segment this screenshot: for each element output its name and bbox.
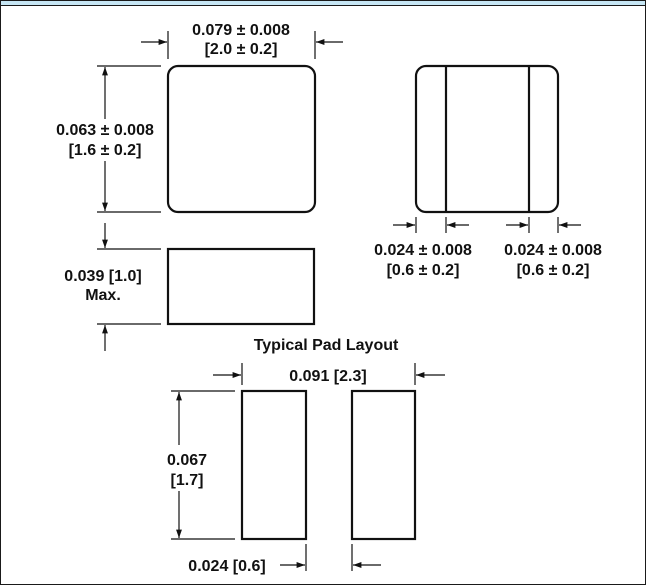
pad-height-label: 0.067: [167, 452, 207, 469]
left-termination-label-mm: [0.6 ± 0.2]: [387, 262, 460, 279]
thickness-qualifier: Max.: [85, 287, 121, 304]
pad-right: [350, 389, 417, 541]
header-band: [1, 1, 645, 6]
thickness-label: 0.039 [1.0]: [64, 268, 141, 285]
pad-height-label-mm: [1.7]: [171, 472, 204, 489]
top-view: 0.079 ± 0.008 [2.0 ± 0.2] 0.063 ± 0.008 …: [56, 22, 343, 214]
width-label: 0.079 ± 0.008: [192, 22, 290, 39]
left-termination-label: 0.024 ± 0.008: [374, 242, 472, 259]
overall-width-label: 0.091 [2.3]: [289, 368, 366, 385]
chip-top-outline: [166, 64, 317, 214]
chip-side-outline: [166, 247, 316, 326]
pad-layout: Typical Pad Layout 0.091 [2.3] 0.067 [1.…: [167, 337, 445, 575]
side-view: 0.039 [1.0] Max.: [64, 223, 316, 351]
pad-left: [240, 389, 308, 541]
height-label-mm: [1.6 ± 0.2]: [69, 142, 142, 159]
right-termination-label-mm: [0.6 ± 0.2]: [517, 262, 590, 279]
width-label-mm: [2.0 ± 0.2]: [205, 41, 278, 58]
chip-end-outline: [414, 64, 560, 214]
pad-width-label: 0.024 [0.6]: [188, 558, 265, 575]
height-label: 0.063 ± 0.008: [56, 122, 154, 139]
end-view: 0.024 ± 0.008 [0.6 ± 0.2] 0.024 ± 0.008 …: [374, 64, 602, 279]
right-termination-label: 0.024 ± 0.008: [504, 242, 602, 259]
pad-layout-title: Typical Pad Layout: [254, 337, 399, 354]
